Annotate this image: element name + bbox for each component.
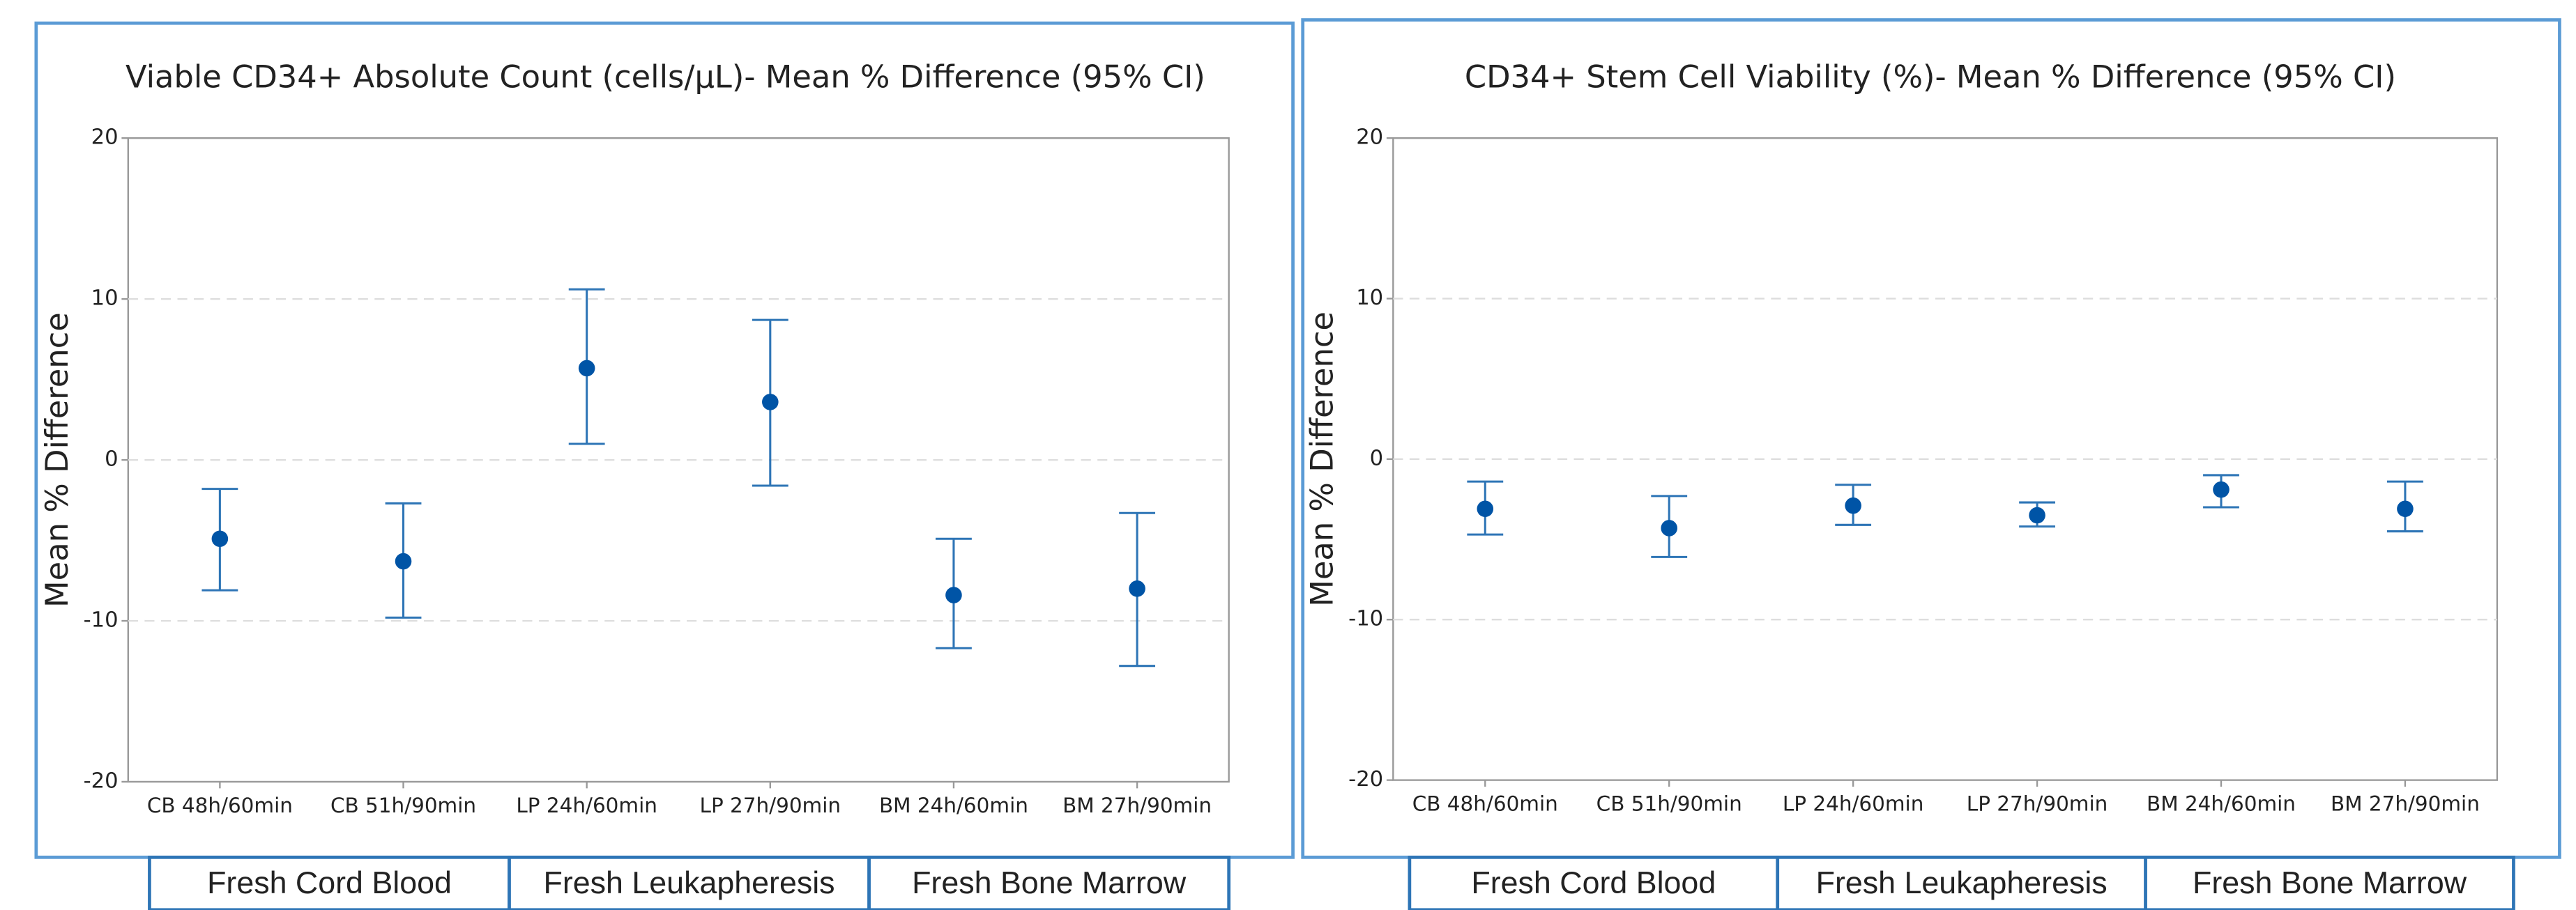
y-tick-label: 20 bbox=[1356, 125, 1383, 150]
point bbox=[1129, 580, 1145, 597]
chart-title: Viable CD34+ Absolute Count (cells/µL)- … bbox=[125, 58, 1205, 95]
point bbox=[578, 360, 595, 377]
y-axis-label: Mean % Difference bbox=[1303, 311, 1340, 607]
panel-border bbox=[34, 21, 1295, 859]
x-tick-label: BM 27h/90min bbox=[1062, 794, 1212, 817]
panel-border bbox=[1301, 18, 2561, 859]
y-axis-label: Mean % Difference bbox=[38, 312, 75, 608]
point bbox=[1845, 497, 1861, 514]
x-tick-label: CB 48h/60min bbox=[1412, 792, 1558, 815]
group-box bbox=[1408, 855, 1780, 910]
point bbox=[762, 394, 779, 410]
x-tick-label: LP 27h/90min bbox=[700, 794, 841, 817]
y-tick-label: -20 bbox=[84, 769, 119, 793]
point bbox=[211, 530, 229, 548]
y-tick-label: 10 bbox=[91, 286, 119, 311]
x-tick-label: CB 51h/90min bbox=[1596, 792, 1742, 815]
x-tick-label: LP 27h/90min bbox=[1967, 792, 2108, 815]
point bbox=[2397, 500, 2414, 518]
group-label: Fresh Leukapheresis bbox=[1816, 865, 2108, 900]
group-box bbox=[1776, 855, 2147, 910]
y-tick-label: 20 bbox=[91, 125, 119, 150]
point bbox=[2213, 481, 2230, 498]
chart-title: CD34+ Stem Cell Viability (%)- Mean % Di… bbox=[1465, 58, 2396, 95]
x-tick-label: LP 24h/60min bbox=[516, 794, 657, 817]
y-tick-label: 0 bbox=[1370, 446, 1384, 470]
y-tick-label: -10 bbox=[1348, 607, 1383, 631]
y-tick-label: -10 bbox=[84, 608, 119, 633]
group-label: Fresh Bone Marrow bbox=[912, 865, 1187, 900]
x-tick-label: CB 48h/60min bbox=[147, 794, 293, 817]
point bbox=[1477, 500, 1494, 518]
x-tick-label: BM 24h/60min bbox=[879, 794, 1028, 817]
x-tick-label: LP 24h/60min bbox=[1783, 792, 1924, 815]
x-tick-label: BM 24h/60min bbox=[2147, 792, 2296, 815]
group-label: Fresh Cord Blood bbox=[1471, 865, 1716, 900]
y-tick-label: 10 bbox=[1356, 286, 1383, 310]
group-label: Fresh Leukapheresis bbox=[544, 865, 835, 900]
x-tick-label: CB 51h/90min bbox=[330, 794, 476, 817]
point bbox=[395, 553, 412, 570]
group-box bbox=[2144, 855, 2515, 910]
point bbox=[945, 587, 962, 603]
point bbox=[1661, 520, 1677, 537]
group-label: Fresh Bone Marrow bbox=[2193, 865, 2467, 900]
y-tick-label: 0 bbox=[105, 447, 119, 472]
x-tick-label: BM 27h/90min bbox=[2331, 792, 2480, 815]
group-label: Fresh Cord Blood bbox=[207, 865, 452, 900]
y-tick-label: -20 bbox=[1348, 767, 1383, 792]
point bbox=[2029, 507, 2045, 524]
